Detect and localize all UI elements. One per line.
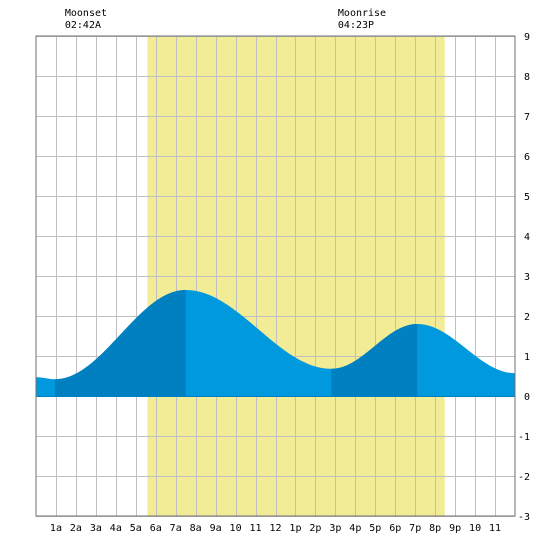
x-tick-label: 9p: [449, 523, 461, 534]
x-tick-label: 7p: [409, 523, 421, 534]
annotation-label: Moonrise: [338, 8, 386, 19]
x-tick-label: 5a: [130, 523, 142, 534]
annotation-time: 04:23P: [338, 20, 374, 31]
y-tick-label: 0: [524, 392, 530, 403]
x-tick-label: 4a: [110, 523, 122, 534]
x-tick-label: 3p: [329, 523, 341, 534]
tide-area-rising: [331, 324, 418, 396]
x-tick-label: 2p: [309, 523, 321, 534]
y-tick-labels: -3 -2 -1 0 1 2 3 4 5 6 7 8 9: [518, 32, 530, 523]
y-tick-label: -2: [518, 472, 530, 483]
annotation-label: Moonset: [65, 8, 107, 19]
y-tick-label: -3: [518, 512, 530, 523]
x-tick-label: 10: [230, 523, 242, 534]
x-tick-label: 6a: [150, 523, 162, 534]
x-tick-label: 11: [250, 523, 262, 534]
x-tick-labels: 1a 2a 3a 4a 5a 6a 7a 8a 9a 10 11 12 1p 2p 3p 4p 5p 6p 7p 8p…: [50, 523, 501, 534]
tide-area: [36, 290, 515, 396]
y-tick-label: 5: [524, 192, 530, 203]
x-tick-label: 12: [269, 523, 281, 534]
tide-area-rising: [54, 290, 186, 396]
y-tick-label: 4: [524, 232, 530, 243]
plot-frame: [35, 35, 516, 517]
x-tick-label: 1a: [50, 523, 62, 534]
y-tick-label: -1: [518, 432, 530, 443]
y-tick-label: 3: [524, 272, 530, 283]
x-tick-label: 8p: [429, 523, 441, 534]
y-tick-label: 1: [524, 352, 530, 363]
y-tick-label: 7: [524, 112, 530, 123]
x-tick-label: 2a: [70, 523, 82, 534]
y-tick-label: 2: [524, 312, 530, 323]
x-tick-label: 9a: [210, 523, 222, 534]
x-tick-label: 4p: [349, 523, 361, 534]
x-tick-label: 3a: [90, 523, 102, 534]
y-tick-label: 8: [524, 72, 530, 83]
x-tick-label: 8a: [190, 523, 202, 534]
y-tick-label: 6: [524, 152, 530, 163]
x-tick-label: 11: [489, 523, 501, 534]
x-tick-label: 1p: [289, 523, 301, 534]
x-tick-label: 5p: [369, 523, 381, 534]
annotation-time: 02:42A: [65, 20, 101, 31]
x-tick-label: 10: [469, 523, 481, 534]
y-tick-label: 9: [524, 32, 530, 43]
x-tick-label: 7a: [170, 523, 182, 534]
x-tick-label: 6p: [389, 523, 401, 534]
